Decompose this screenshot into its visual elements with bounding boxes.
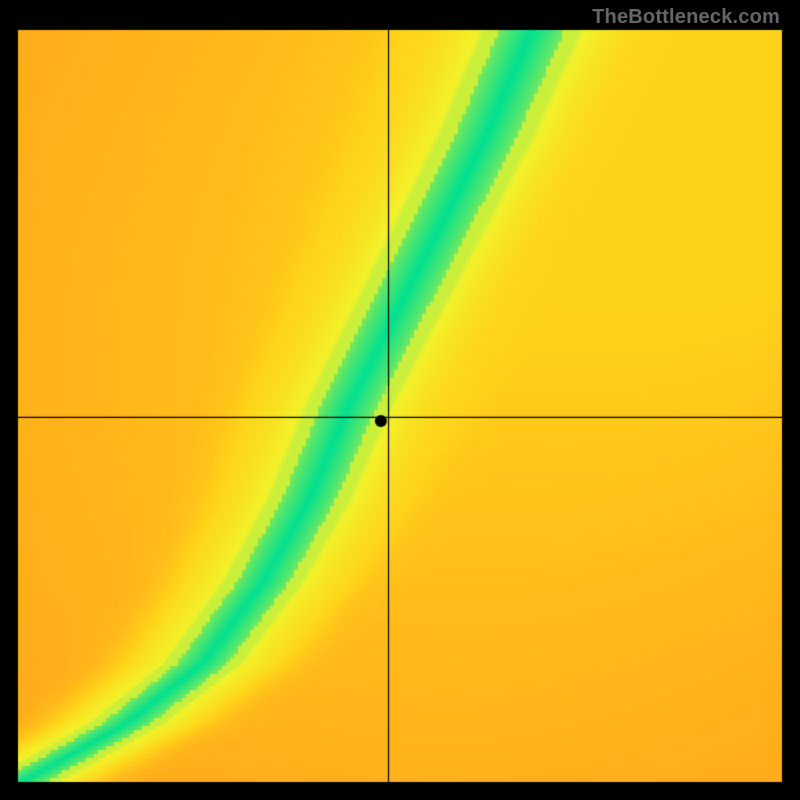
watermark-text: TheBottleneck.com xyxy=(592,6,780,29)
heatmap-canvas xyxy=(0,0,800,800)
chart-container: TheBottleneck.com xyxy=(0,0,800,800)
